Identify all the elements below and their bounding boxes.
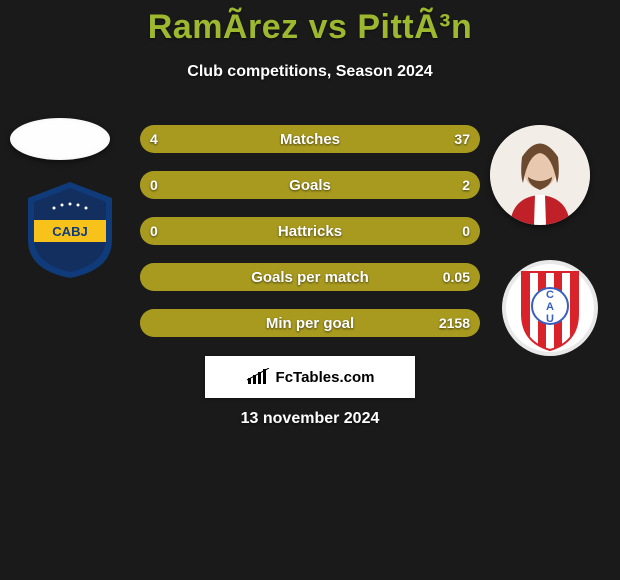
bar-value-left: 0 — [150, 217, 158, 245]
stat-bar: Min per goal2158 — [140, 309, 480, 337]
subtitle: Club competitions, Season 2024 — [0, 63, 620, 81]
bar-value-right: 0 — [462, 217, 470, 245]
bar-value-right: 2 — [462, 171, 470, 199]
right-club-abbrev-top: C — [546, 289, 554, 301]
right-club-abbrev-mid: A — [546, 301, 554, 313]
player-photo-right — [490, 125, 590, 225]
bar-value-right: 0.05 — [443, 263, 470, 291]
bar-label: Goals — [140, 171, 480, 199]
stat-bar: Matches4 37 — [140, 125, 480, 153]
player-photo-left — [10, 118, 110, 160]
brand-box[interactable]: FcTables.com — [205, 356, 415, 398]
bar-label: Goals per match — [140, 263, 480, 291]
date: 13 november 2024 — [0, 410, 620, 428]
bar-value-left: 4 — [150, 125, 158, 153]
bar-label: Matches — [140, 125, 480, 153]
left-club-abbrev: CABJ — [52, 224, 87, 239]
bar-label: Hattricks — [140, 217, 480, 245]
page-title: RamÃ­rez vs PittÃ³n — [0, 0, 620, 47]
stat-bars: Matches437Goals02Hattricks00Goals per ma… — [140, 125, 480, 355]
stat-bar: Hattricks0 0 — [140, 217, 480, 245]
bar-label: Min per goal — [140, 309, 480, 337]
right-club-abbrev-bot: U — [546, 313, 554, 325]
chart-icon — [246, 368, 270, 386]
club-badge-left: CABJ — [20, 180, 120, 280]
club-badge-right: C A U — [500, 258, 600, 358]
brand-text: FcTables.com — [276, 369, 375, 386]
bar-value-right: 2158 — [439, 309, 470, 337]
stat-bar: Goals per match0.05 — [140, 263, 480, 291]
bar-value-right: 37 — [454, 125, 470, 153]
bar-value-left: 0 — [150, 171, 158, 199]
stat-bar: Goals0 2 — [140, 171, 480, 199]
